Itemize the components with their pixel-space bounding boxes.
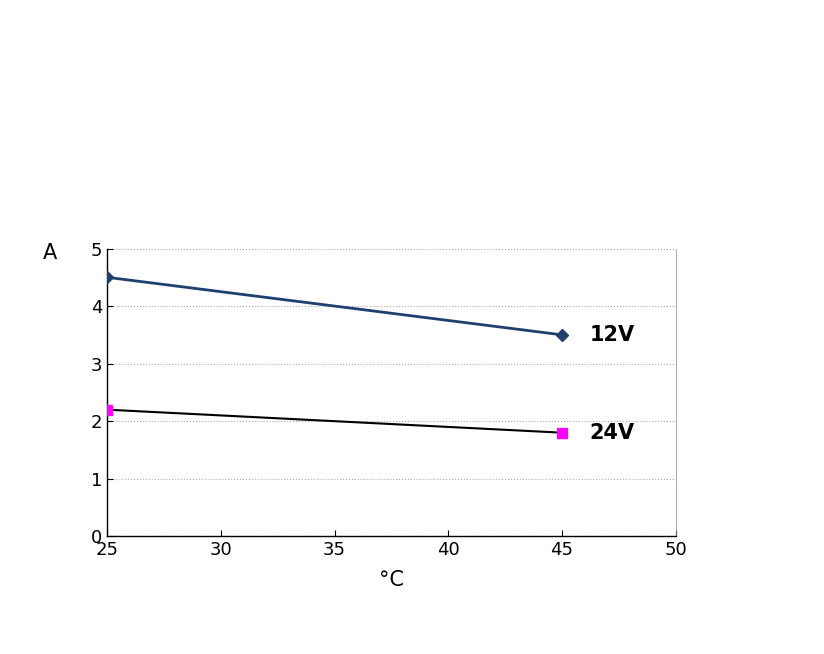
- Text: 24V: 24V: [589, 422, 634, 443]
- X-axis label: °C: °C: [379, 570, 404, 591]
- Y-axis label: A: A: [43, 243, 58, 263]
- Text: 12V: 12V: [589, 325, 634, 345]
